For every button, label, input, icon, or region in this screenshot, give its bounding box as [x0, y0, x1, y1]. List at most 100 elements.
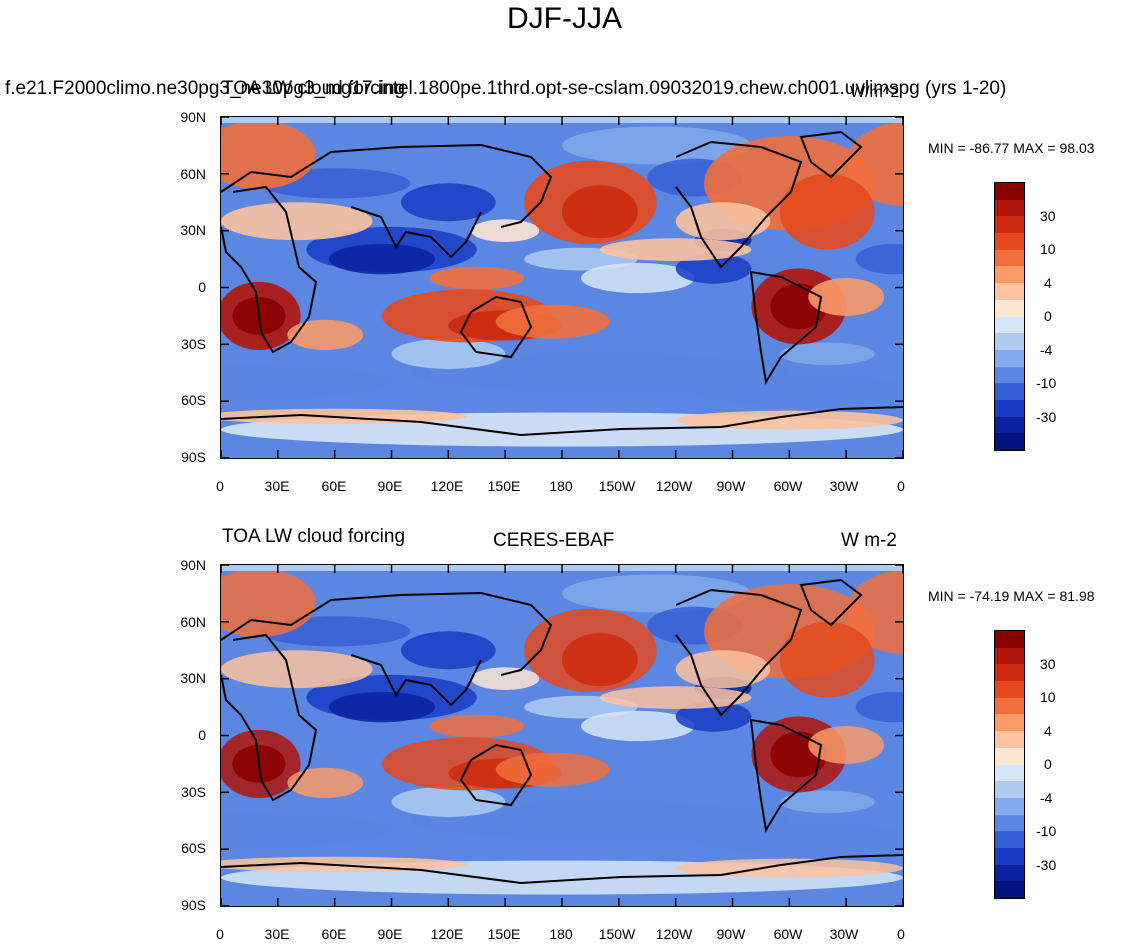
p2-cb-label-neg4: -4	[1040, 790, 1053, 806]
field-cold-region	[328, 691, 436, 723]
colorbar-swatch	[995, 199, 1024, 217]
p2-cb-label-4: 4	[1044, 723, 1052, 739]
field-cold-region	[675, 253, 752, 284]
field-warm-region	[562, 633, 638, 687]
coastline	[799, 130, 863, 179]
colorbar-swatch	[995, 847, 1024, 865]
panel-2-map	[220, 564, 904, 907]
field-warm-region	[495, 304, 610, 339]
p1-lat-eq: 0	[198, 279, 206, 295]
p2-lon-120e: 120E	[430, 926, 464, 942]
field-warm-region	[675, 202, 771, 241]
field-warm-region	[808, 278, 885, 316]
field-warm-region	[221, 650, 373, 689]
colorbar-swatch	[995, 266, 1024, 284]
p1-lon-30e: 30E	[264, 478, 290, 494]
colorbar-swatch	[995, 216, 1024, 234]
panel-1-left-title: f.e21.F2000climo.ne30pg3_ne30pg3_mg17.in…	[5, 78, 1007, 99]
field-warm-region	[221, 202, 373, 241]
p2-lon-30e: 30E	[264, 926, 290, 942]
colorbar-swatch	[995, 797, 1024, 815]
coastline	[221, 185, 318, 354]
field-warm-region	[429, 266, 525, 290]
p2-lat-eq: 0	[198, 727, 206, 743]
field-warm-region	[471, 219, 540, 243]
field-warm-region	[221, 568, 316, 637]
coastline	[799, 578, 863, 627]
p1-lon-60e: 60E	[321, 478, 347, 494]
panel-1-map	[220, 116, 904, 459]
p1-lon-150w: 150W	[598, 478, 636, 494]
p2-cb-label-10: 10	[1040, 689, 1056, 705]
coastline	[675, 140, 803, 269]
field-cold-region	[400, 631, 496, 670]
field-cold-region	[675, 701, 752, 732]
p2-lon-180: 180	[549, 926, 573, 942]
colorbar-swatch	[995, 183, 1024, 200]
p1-cb-label-neg4: -4	[1040, 342, 1053, 358]
p1-lat-30s: 30S	[181, 336, 206, 352]
coastline	[459, 295, 533, 359]
panel-1-colorbar	[994, 182, 1025, 451]
colorbar-swatch	[995, 697, 1024, 715]
field-cold-region	[562, 126, 752, 165]
p2-lon-0: 0	[216, 926, 224, 942]
colorbar-swatch	[995, 881, 1024, 898]
field-cold-region	[221, 813, 392, 848]
coastline	[749, 270, 823, 385]
p1-lat-30n: 30N	[180, 222, 206, 238]
p1-lat-60s: 60S	[181, 392, 206, 408]
coastline	[221, 406, 903, 437]
colorbar-swatch	[995, 664, 1024, 682]
field-warm-region	[471, 667, 540, 691]
p1-cb-label-0: 0	[1044, 308, 1052, 324]
p1-lon-90e: 90E	[377, 478, 403, 494]
p2-lat-60s: 60S	[181, 840, 206, 856]
colorbar-swatch	[995, 831, 1024, 848]
colorbar-swatch	[995, 781, 1024, 798]
colorbar-swatch	[995, 416, 1024, 434]
p2-lon-60e: 60E	[321, 926, 347, 942]
p1-lon-120w: 120W	[655, 478, 693, 494]
field-cold-region	[779, 790, 875, 814]
p2-lon-0-end: 0	[897, 926, 905, 942]
colorbar-swatch	[995, 249, 1024, 267]
colorbar-swatch	[995, 366, 1024, 384]
colorbar-swatch	[995, 399, 1024, 417]
field-cold-region	[391, 786, 506, 817]
p2-lon-60w: 60W	[773, 926, 803, 942]
field-cold-region	[410, 353, 790, 392]
p2-lat-90s: 90S	[181, 897, 206, 913]
field-warm-region	[495, 752, 610, 787]
panel-1-units: W/m^2	[850, 84, 900, 101]
p2-lat-30s: 30S	[181, 784, 206, 800]
coastline	[221, 591, 553, 676]
colorbar-swatch	[995, 714, 1024, 732]
field-warm-region	[599, 238, 752, 261]
field-cold-region	[562, 574, 752, 613]
field-cold-region	[855, 243, 903, 275]
field-warm-region	[599, 686, 752, 709]
p2-lat-60n: 60N	[180, 614, 206, 630]
colorbar-swatch	[995, 864, 1024, 882]
p1-lon-0-end: 0	[897, 478, 905, 494]
panel-2-colorbar	[994, 630, 1025, 899]
field-cold-region	[580, 710, 695, 742]
panel-2-left-title: TOA LW cloud forcing	[222, 526, 406, 547]
p1-lat-60n: 60N	[180, 166, 206, 182]
field-warm-region	[808, 726, 885, 764]
field-warm-region	[779, 621, 875, 698]
colorbar-swatch	[995, 631, 1024, 648]
p1-lat-90n: 90N	[180, 109, 206, 125]
colorbar-swatch	[995, 283, 1024, 300]
coastline	[221, 633, 318, 802]
field-warm-region	[287, 319, 364, 351]
colorbar-swatch	[995, 333, 1024, 350]
field-cold-region	[410, 801, 790, 840]
p2-lat-90n: 90N	[180, 557, 206, 573]
panel-2-stats: MIN = -74.19 MAX = 81.98	[928, 588, 1095, 604]
coastline	[221, 854, 903, 885]
p2-lon-90e: 90E	[377, 926, 403, 942]
colorbar-swatch	[995, 383, 1024, 400]
p2-lon-90w: 90W	[716, 926, 746, 942]
